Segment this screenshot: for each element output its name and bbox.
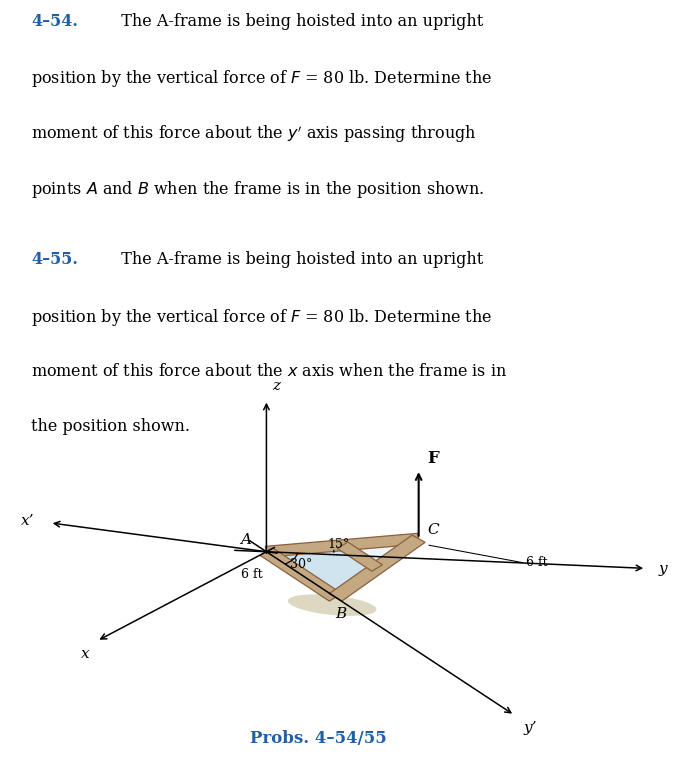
Text: points $A$ and $B$ when the frame is in the position shown.: points $A$ and $B$ when the frame is in … xyxy=(31,179,484,200)
Text: A: A xyxy=(240,533,251,547)
Text: position by the vertical force of $F$ = 80 lb. Determine the: position by the vertical force of $F$ = … xyxy=(31,307,493,328)
Polygon shape xyxy=(265,534,420,557)
Text: moment of this force about the $x$ axis when the frame is in: moment of this force about the $x$ axis … xyxy=(31,362,507,379)
Text: position by the vertical force of $F$ = 80 lb. Determine the: position by the vertical force of $F$ = … xyxy=(31,68,493,89)
Polygon shape xyxy=(329,535,425,601)
Text: C: C xyxy=(427,523,439,537)
Text: F: F xyxy=(427,450,439,467)
Text: 30°: 30° xyxy=(290,558,313,571)
Text: y’: y’ xyxy=(523,721,537,735)
Text: the position shown.: the position shown. xyxy=(31,418,190,435)
Polygon shape xyxy=(260,548,342,601)
Ellipse shape xyxy=(288,594,376,616)
Polygon shape xyxy=(266,539,419,598)
Text: The A-frame is being hoisted into an upright: The A-frame is being hoisted into an upr… xyxy=(111,12,483,29)
Text: B: B xyxy=(336,607,347,621)
Text: y: y xyxy=(659,562,667,576)
Text: 4–55.: 4–55. xyxy=(31,251,78,268)
Text: moment of this force about the $y'$ axis passing through: moment of this force about the $y'$ axis… xyxy=(31,123,477,145)
Polygon shape xyxy=(337,542,383,571)
Text: x’: x’ xyxy=(21,513,35,528)
Text: 6 ft: 6 ft xyxy=(242,568,263,581)
Text: z: z xyxy=(272,379,280,393)
Text: x: x xyxy=(81,647,89,662)
Text: 15°: 15° xyxy=(327,538,349,550)
Polygon shape xyxy=(266,545,377,598)
Text: Probs. 4–54/55: Probs. 4–54/55 xyxy=(250,730,387,747)
Text: The A-frame is being hoisted into an upright: The A-frame is being hoisted into an upr… xyxy=(111,251,483,268)
Text: 4–54.: 4–54. xyxy=(31,12,78,29)
Text: 6 ft: 6 ft xyxy=(526,556,547,569)
